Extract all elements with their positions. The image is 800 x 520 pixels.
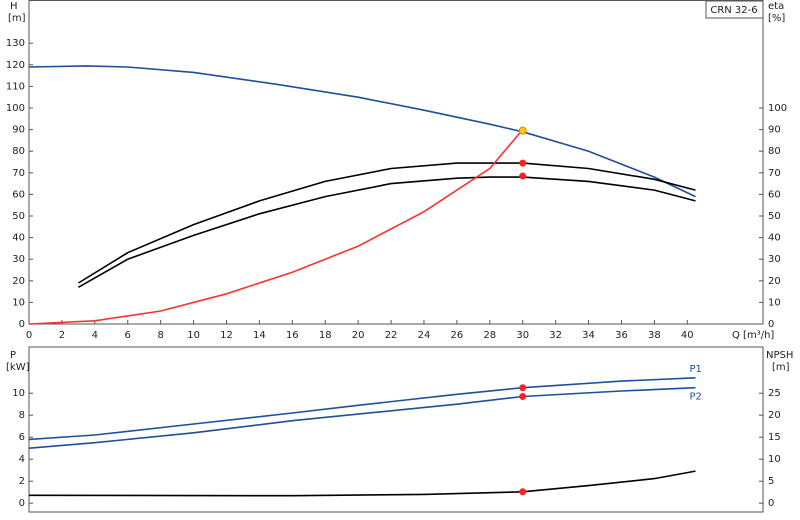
x-tick-label: 24 [418, 330, 431, 341]
y-tick-label: 10 [12, 297, 25, 308]
y2-tick-label: 70 [768, 168, 781, 179]
operating-point [519, 488, 527, 496]
y-tick-label: 60 [12, 189, 25, 200]
x-tick-label: 38 [648, 330, 661, 341]
y2-tick-label: 15 [768, 432, 781, 443]
x-tick-label: 28 [483, 330, 496, 341]
series-line [28, 470, 696, 497]
y-tick-label: 2 [19, 476, 25, 487]
x-tick-label: 14 [253, 330, 266, 341]
x-tick-label: 20 [352, 330, 365, 341]
y2-tick-label: 25 [768, 388, 781, 399]
x-tick-label: 0 [26, 330, 32, 341]
operating-point [519, 393, 527, 400]
x-label: Q [m³/h] [732, 330, 774, 341]
y-tick-label: 120 [6, 60, 25, 71]
y-tick-label: 8 [19, 410, 25, 421]
series-line [28, 386, 696, 449]
x-tick-label: 8 [157, 330, 163, 341]
x-tick-label: 36 [615, 330, 628, 341]
series-line [28, 129, 524, 325]
y2-tick-label: 20 [768, 276, 781, 287]
y2-tick-label: 50 [768, 211, 781, 222]
series-line [28, 377, 696, 441]
series-line [28, 65, 696, 198]
y-tick-label: 0 [19, 498, 25, 509]
y-tick-label: 20 [12, 276, 25, 287]
y-tick-label: 0 [19, 319, 25, 330]
y-tick-label: 6 [19, 432, 25, 443]
series-line [78, 176, 696, 288]
y-tick-label: 130 [6, 38, 25, 49]
y2-unit: [m] [772, 362, 790, 373]
series-line [77, 162, 696, 284]
x-tick-label: 2 [59, 330, 65, 341]
x-tick-label: 32 [549, 330, 562, 341]
y2-tick-label: 100 [768, 103, 787, 114]
y2-unit: [%] [768, 13, 785, 24]
y2-tick-label: 10 [768, 454, 781, 465]
x-tick-label: 10 [187, 330, 200, 341]
operating-point [519, 384, 527, 392]
annotation: CRN 32-6 [710, 5, 757, 16]
y-label: H [10, 1, 18, 12]
y2-tick-label: 0 [768, 498, 774, 509]
operating-point [519, 159, 527, 167]
y2-tick-label: 90 [768, 125, 781, 136]
y-tick-label: 30 [12, 254, 25, 265]
y-tick-label: 90 [12, 125, 25, 136]
y-tick-label: 100 [6, 103, 25, 114]
y2-tick-label: 60 [768, 189, 781, 200]
x-tick-label: 12 [220, 330, 233, 341]
y2-tick-label: 30 [768, 254, 781, 265]
series-label: P1 [690, 364, 702, 375]
y-unit: [m] [8, 13, 26, 24]
operating-point [519, 172, 527, 180]
x-tick-label: 34 [582, 330, 595, 341]
operating-point [518, 126, 527, 135]
y-tick-label: 80 [12, 146, 25, 157]
y2-tick-label: 20 [768, 410, 781, 421]
y-tick-label: 4 [19, 454, 25, 465]
series-label: P2 [690, 392, 702, 403]
y-tick-label: 10 [12, 388, 25, 399]
y2-label: eta [768, 1, 784, 12]
y-unit: [kW] [6, 362, 30, 373]
bottom-frame [28, 346, 764, 513]
top-frame [28, 0, 764, 325]
y2-tick-label: 10 [768, 297, 781, 308]
y-label: P [10, 350, 16, 361]
y-tick-label: 40 [12, 233, 25, 244]
x-tick-label: 40 [681, 330, 694, 341]
x-tick-label: 26 [451, 330, 464, 341]
x-tick-label: 30 [516, 330, 529, 341]
y2-tick-label: 80 [768, 146, 781, 157]
x-tick-label: 22 [385, 330, 398, 341]
y2-label: NPSH [766, 350, 793, 361]
y-tick-label: 50 [12, 211, 25, 222]
x-tick-label: 6 [125, 330, 131, 341]
x-tick-label: 4 [92, 330, 98, 341]
x-tick-label: 18 [319, 330, 332, 341]
annotation-box [705, 0, 764, 19]
y2-tick-label: 5 [768, 476, 774, 487]
y2-tick-label: 40 [768, 233, 781, 244]
y2-tick-label: 0 [768, 319, 774, 330]
y-tick-label: 70 [12, 168, 25, 179]
y-tick-label: 110 [6, 81, 25, 92]
x-tick-label: 16 [286, 330, 299, 341]
